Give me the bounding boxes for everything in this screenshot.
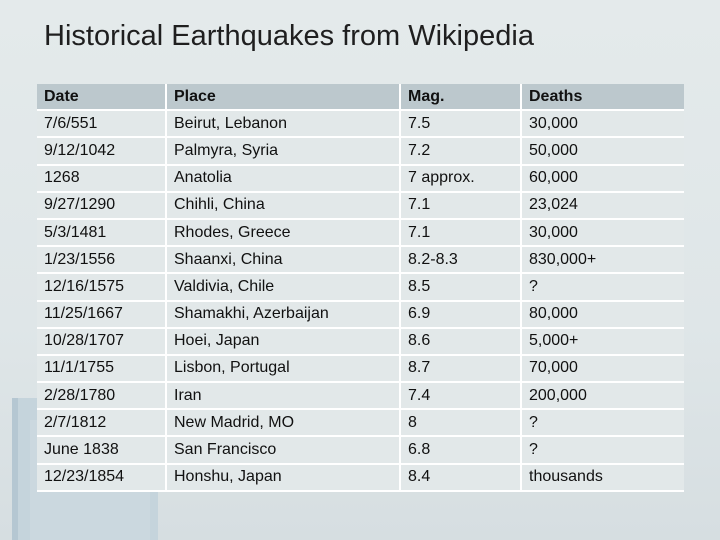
cell-place: Iran	[167, 383, 401, 411]
table-row: 12/23/1854 Honshu, Japan 8.4 thousands	[37, 464, 684, 492]
table-row: 11/25/1667 Shamakhi, Azerbaijan 6.9 80,0…	[37, 301, 684, 329]
cell-deaths: 200,000	[522, 383, 684, 411]
cell-place: Palmyra, Syria	[167, 138, 401, 166]
cell-date: 9/27/1290	[37, 192, 167, 220]
cell-place: Rhodes, Greece	[167, 219, 401, 248]
cell-place: Hoei, Japan	[167, 328, 401, 356]
cell-date: 1/23/1556	[37, 247, 167, 275]
cell-deaths: 23,024	[522, 192, 684, 220]
cell-place: New Madrid, MO	[167, 410, 401, 438]
cell-magnitude: 7.2	[401, 138, 522, 166]
cell-magnitude: 7.1	[401, 192, 522, 220]
cell-date: 2/7/1812	[37, 410, 167, 438]
cell-date: 12/23/1854	[37, 464, 167, 492]
table-row: 7/6/551 Beirut, Lebanon 7.5 30,000	[37, 111, 684, 139]
table-header-row: Date Place Mag. Deaths	[37, 84, 684, 112]
cell-date: 12/16/1575	[37, 274, 167, 302]
header-magnitude: Mag.	[401, 84, 522, 112]
table-row: 1268 Anatolia 7 approx. 60,000	[37, 165, 684, 193]
cell-magnitude: 8.6	[401, 328, 522, 356]
cell-place: Lisbon, Portugal	[167, 355, 401, 384]
cell-date: 7/6/551	[37, 111, 167, 139]
cell-date: 10/28/1707	[37, 328, 167, 356]
cell-place: Shaanxi, China	[167, 247, 401, 275]
cell-magnitude: 8.2-8.3	[401, 247, 522, 275]
cell-place: Honshu, Japan	[167, 464, 401, 492]
cell-deaths: 830,000+	[522, 247, 684, 275]
cell-magnitude: 8	[401, 410, 522, 438]
cell-deaths: 5,000+	[522, 328, 684, 356]
table-row: 1/23/1556 Shaanxi, China 8.2-8.3 830,000…	[37, 247, 684, 275]
table-row: 2/7/1812 New Madrid, MO 8 ?	[37, 410, 684, 438]
cell-date: 9/12/1042	[37, 138, 167, 166]
cell-magnitude: 8.7	[401, 355, 522, 384]
cell-deaths: 30,000	[522, 219, 684, 248]
cell-date: 11/1/1755	[37, 355, 167, 384]
cell-deaths: 70,000	[522, 355, 684, 384]
table-row: 5/3/1481 Rhodes, Greece 7.1 30,000	[37, 219, 684, 248]
cell-deaths: 30,000	[522, 111, 684, 139]
cell-place: San Francisco	[167, 437, 401, 465]
cell-place: Beirut, Lebanon	[167, 111, 401, 139]
cell-date: 1268	[37, 165, 167, 193]
table-row: June 1838 San Francisco 6.8 ?	[37, 437, 684, 465]
header-deaths: Deaths	[522, 84, 684, 112]
cell-magnitude: 7.4	[401, 383, 522, 411]
cell-magnitude: 8.5	[401, 274, 522, 302]
cell-magnitude: 7.1	[401, 219, 522, 248]
header-place: Place	[167, 84, 401, 112]
cell-magnitude: 7.5	[401, 111, 522, 139]
cell-magnitude: 7 approx.	[401, 165, 522, 193]
cell-deaths: ?	[522, 410, 684, 438]
header-date: Date	[37, 84, 167, 112]
table-row: 9/12/1042 Palmyra, Syria 7.2 50,000	[37, 138, 684, 166]
cell-place: Anatolia	[167, 165, 401, 193]
cell-magnitude: 6.9	[401, 301, 522, 329]
cell-deaths: ?	[522, 274, 684, 302]
cell-date: 2/28/1780	[37, 383, 167, 411]
cell-date: 5/3/1481	[37, 219, 167, 248]
earthquake-table: Date Place Mag. Deaths 7/6/551 Beirut, L…	[37, 84, 684, 492]
cell-magnitude: 8.4	[401, 464, 522, 492]
table-row: 12/16/1575 Valdivia, Chile 8.5 ?	[37, 274, 684, 302]
cell-deaths: 60,000	[522, 165, 684, 193]
cell-date: June 1838	[37, 437, 167, 465]
cell-magnitude: 6.8	[401, 437, 522, 465]
cell-place: Chihli, China	[167, 192, 401, 220]
table-row: 10/28/1707 Hoei, Japan 8.6 5,000+	[37, 328, 684, 356]
cell-date: 11/25/1667	[37, 301, 167, 329]
slide-title: Historical Earthquakes from Wikipedia	[44, 20, 534, 52]
cell-deaths: ?	[522, 437, 684, 465]
table-row: 11/1/1755 Lisbon, Portugal 8.7 70,000	[37, 355, 684, 384]
cell-deaths: 80,000	[522, 301, 684, 329]
table-row: 9/27/1290 Chihli, China 7.1 23,024	[37, 192, 684, 220]
cell-place: Shamakhi, Azerbaijan	[167, 301, 401, 329]
table-row: 2/28/1780 Iran 7.4 200,000	[37, 383, 684, 411]
cell-deaths: thousands	[522, 464, 684, 492]
cell-deaths: 50,000	[522, 138, 684, 166]
cell-place: Valdivia, Chile	[167, 274, 401, 302]
